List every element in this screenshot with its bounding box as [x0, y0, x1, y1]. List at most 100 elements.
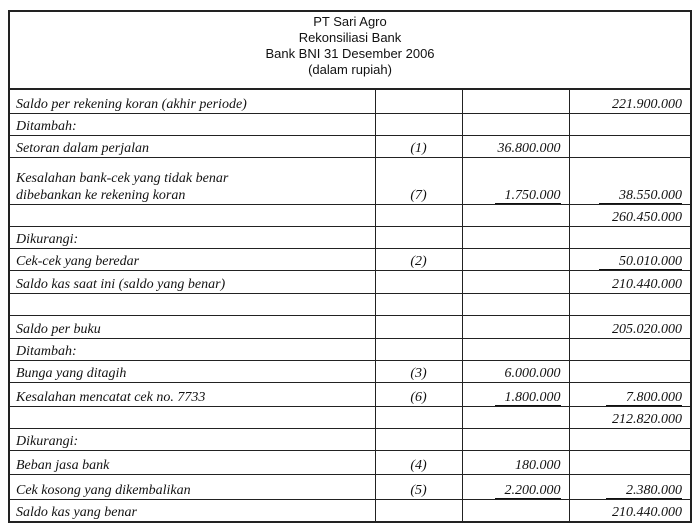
bank-reconciliation-document: PT Sari Agro Rekonsiliasi Bank Bank BNI …	[8, 10, 692, 523]
reconciliation-table: Saldo per rekening koran (akhir periode)…	[10, 90, 690, 521]
row-label	[10, 405, 376, 429]
row-label-line: dibebankan ke rekening koran	[16, 187, 186, 203]
total-amount	[568, 134, 690, 158]
table-row: Kesalahan bank-cek yang tidak benar dibeb…	[10, 156, 690, 205]
reference-number	[374, 203, 463, 227]
reference-number: (5)	[374, 473, 463, 500]
subtotal-amount: 1.800.000	[461, 381, 570, 407]
reference-number: (2)	[374, 247, 463, 271]
underlined-amount: 38.550.000	[599, 188, 682, 203]
reference-number: (1)	[374, 134, 463, 158]
reference-number	[374, 269, 463, 294]
subtotal-amount	[461, 203, 570, 227]
table-row: Ditambah:	[10, 112, 690, 136]
underlined-amount: 2.200.000	[494, 483, 561, 498]
total-amount: 210.440.000	[568, 498, 690, 521]
total-amount	[568, 427, 690, 451]
subtotal-amount	[461, 337, 570, 361]
subtotal-amount	[461, 498, 570, 521]
total-amount: 260.450.000	[568, 203, 690, 227]
row-label-line: Kesalahan bank-cek yang tidak benar	[16, 170, 229, 186]
table-row: 212.820.000	[10, 405, 690, 429]
table-row: Dikurangi:	[10, 225, 690, 249]
document-title: Rekonsiliasi Bank	[298, 30, 402, 45]
subtotal-amount: 1.750.000	[461, 156, 570, 205]
subtotal-amount	[461, 225, 570, 249]
table-row: Beban jasa bank (4) 180.000	[10, 449, 690, 475]
row-label: Saldo kas yang benar	[10, 498, 376, 521]
total-amount	[568, 292, 690, 316]
table-row: Dikurangi:	[10, 427, 690, 451]
total-amount	[568, 225, 690, 249]
underlined-amount: 2.380.000	[606, 483, 682, 498]
underlined-amount: 7.800.000	[606, 390, 682, 405]
subtotal-amount	[461, 112, 570, 136]
document-header: PT Sari Agro Rekonsiliasi Bank Bank BNI …	[10, 12, 690, 90]
table-row: 260.450.000	[10, 203, 690, 227]
table-row: Cek kosong yang dikembalikan (5) 2.200.000…	[10, 473, 690, 500]
total-amount: 7.800.000	[568, 381, 690, 407]
row-label: Beban jasa bank	[10, 449, 376, 475]
company-name: PT Sari Agro	[313, 14, 387, 29]
row-label: Cek-cek yang beredar	[10, 247, 376, 271]
reference-number	[374, 314, 463, 339]
subtotal-amount: 6.000.000	[461, 359, 570, 383]
underlined-amount: 50.010.000	[599, 254, 682, 269]
total-amount: 205.020.000	[568, 314, 690, 339]
reference-number	[374, 337, 463, 361]
reference-number	[374, 405, 463, 429]
underlined-amount: 1.750.000	[494, 188, 561, 203]
total-amount	[568, 449, 690, 475]
subtotal-amount	[461, 427, 570, 451]
row-label: Dikurangi:	[10, 225, 376, 249]
subtotal-amount: 36.800.000	[461, 134, 570, 158]
reference-number	[374, 427, 463, 451]
subtotal-amount	[461, 269, 570, 294]
subtotal-amount	[461, 292, 570, 316]
reference-number: (7)	[374, 156, 463, 205]
table-row: Saldo kas saat ini (saldo yang benar) 210…	[10, 269, 690, 294]
reference-number	[374, 292, 463, 316]
total-amount: 38.550.000	[568, 156, 690, 205]
subtotal-amount: 2.200.000	[461, 473, 570, 500]
table-row: Kesalahan mencatat cek no. 7733 (6) 1.800.…	[10, 381, 690, 407]
row-label: Saldo kas saat ini (saldo yang benar)	[10, 269, 376, 294]
subtotal-amount	[461, 247, 570, 271]
reference-number	[374, 498, 463, 521]
table-row: Saldo per buku 205.020.000	[10, 314, 690, 339]
total-amount: 210.440.000	[568, 269, 690, 294]
row-label: Kesalahan bank-cek yang tidak benar dibeb…	[10, 156, 376, 205]
underlined-amount: 1.800.000	[494, 390, 561, 405]
total-amount: 50.010.000	[568, 247, 690, 271]
subtotal-amount	[461, 405, 570, 429]
row-label: Setoran dalam perjalan	[10, 134, 376, 158]
total-amount: 2.380.000	[568, 473, 690, 500]
table-row: Cek-cek yang beredar (2) 50.010.000	[10, 247, 690, 271]
total-amount: 221.900.000	[568, 90, 690, 114]
reference-number: (4)	[374, 449, 463, 475]
table-row: Ditambah:	[10, 337, 690, 361]
subtotal-amount	[461, 314, 570, 339]
table-row: Saldo kas yang benar 210.440.000	[10, 498, 690, 521]
reference-number: (3)	[374, 359, 463, 383]
row-label: Ditambah:	[10, 112, 376, 136]
table-row: Setoran dalam perjalan (1) 36.800.000	[10, 134, 690, 158]
row-label: Saldo per rekening koran (akhir periode)	[10, 90, 376, 114]
row-label: Bunga yang ditagih	[10, 359, 376, 383]
total-amount	[568, 337, 690, 361]
table-row: Saldo per rekening koran (akhir periode)…	[10, 90, 690, 114]
row-label: Cek kosong yang dikembalikan	[10, 473, 376, 500]
subtotal-amount: 180.000	[461, 449, 570, 475]
row-label	[10, 292, 376, 316]
total-amount: 212.820.000	[568, 405, 690, 429]
subtotal-amount	[461, 90, 570, 114]
total-amount	[568, 112, 690, 136]
row-label: Kesalahan mencatat cek no. 7733	[10, 381, 376, 407]
row-label: Saldo per buku	[10, 314, 376, 339]
document-subtitle: Bank BNI 31 Desember 2006	[265, 46, 435, 61]
reference-number	[374, 112, 463, 136]
reference-number	[374, 225, 463, 249]
table-row	[10, 292, 690, 316]
total-amount	[568, 359, 690, 383]
row-label	[10, 203, 376, 227]
